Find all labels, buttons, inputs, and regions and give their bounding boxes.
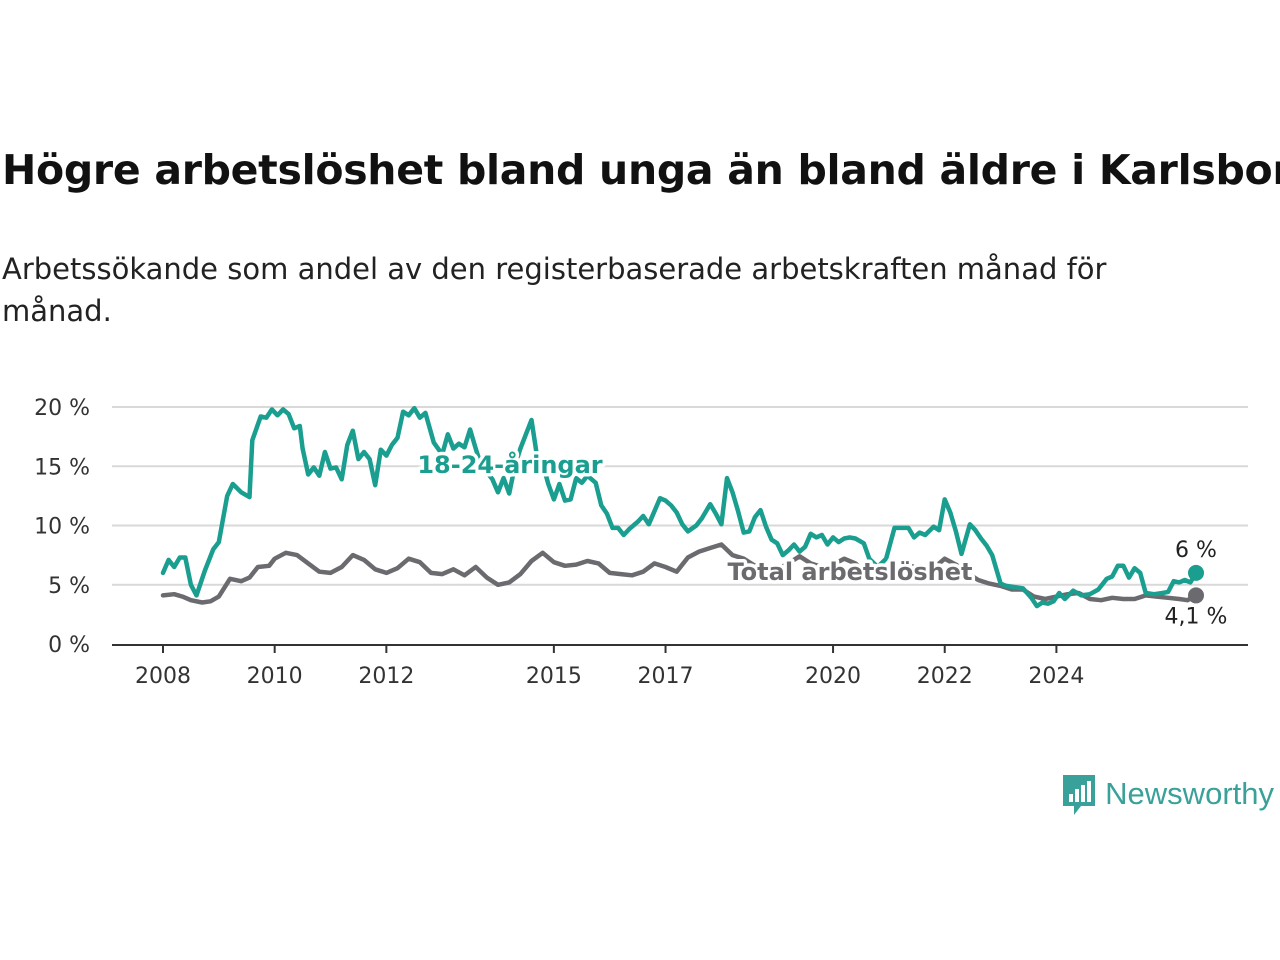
end-value-label-youth: 6 % [1175,538,1217,563]
gridlines [112,406,1248,586]
chart-title: Högre arbetslöshet bland unga än bland ä… [2,146,1280,194]
x-tick-label: 2010 [247,664,303,689]
series-lines [160,405,1199,609]
x-tick-label: 2012 [358,664,414,689]
end-marker-total [1188,587,1204,604]
brand-name: Newsworthy [1105,776,1274,811]
series-line-total [160,542,1199,605]
series-label-youth: 18-24-åringar [417,450,602,479]
newsworthy-logo-icon [1063,775,1096,815]
newsworthy-logo: Newsworthy [1061,772,1274,816]
x-tick-label: 2022 [917,664,973,689]
y-axis-tick-labels: 0 % 5 % 10 % 15 % 20 % [34,396,90,658]
y-tick-label: 0 % [48,633,90,658]
x-axis: 2008 2010 2012 2015 2017 2020 2022 2024 [112,644,1248,689]
x-tick-label: 2008 [135,664,191,689]
end-value-label-total: 4,1 % [1165,604,1228,629]
y-tick-label: 20 % [34,396,90,421]
y-tick-label: 10 % [34,515,90,540]
x-tick-label: 2015 [526,664,582,689]
line-chart: 0 %5 %10 %15 %20 % 2008 2010 2012 2015 2017 2… [34,396,1248,689]
x-tick-label: 2017 [638,664,694,689]
chart-subtitle: Arbetssökande som andel av den registerb… [2,252,1107,328]
x-tick-label: 2024 [1028,664,1084,689]
end-marker-youth [1188,564,1204,581]
x-tick-label: 2020 [805,664,861,689]
series-line-youth [160,405,1199,609]
series-label-total: Total arbetslöshet [727,558,972,586]
y-tick-label: 15 % [34,455,90,480]
y-tick-label: 5 % [48,574,90,599]
series-labels: 6 % 4,1 % 18-24-åringar Total arbetslöshet [414,447,1228,630]
